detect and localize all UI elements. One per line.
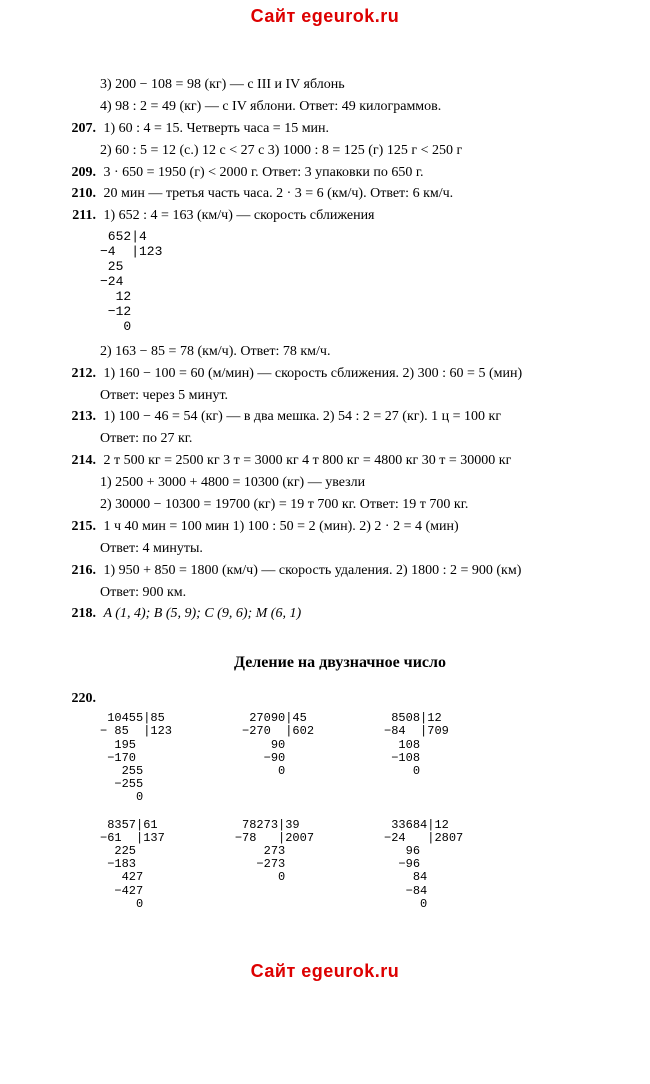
problem-211: 211. 1) 652 : 4 = 163 (км/ч) — скорость … [60,207,620,226]
problem-218: 218. A (1, 4); B (5, 9); C (9, 6); M (6,… [60,605,620,624]
watermark-bottom: Сайт egeurok.ru [0,955,650,988]
text-line: 2) 60 : 5 = 12 (с.) 12 с < 27 с 3) 1000 … [60,142,620,161]
problem-213: 213. 1) 100 − 46 = 54 (кг) — в два мешка… [60,408,620,427]
long-division: 78273|39 −78 |2007 273 −273 0 [235,819,314,911]
section-title: Деление на двузначное число [60,654,620,672]
text-line: Ответ: 900 км. [60,584,620,603]
long-division: 8508|12 −84 |709 108 −108 0 [384,712,449,804]
long-division: 27090|45 −270 |602 90 −90 0 [242,712,314,804]
text-line: 3 · 650 = 1950 (г) < 2000 г. Ответ: 3 уп… [104,165,424,180]
text-line: 20 мин — третья часть часа. 2 · 3 = 6 (к… [104,186,454,201]
text-line: A (1, 4); B (5, 9); C (9, 6); M (6, 1) [104,606,302,621]
text-line: Ответ: 4 минуты. [60,540,620,559]
problem-209: 209. 3 · 650 = 1950 (г) < 2000 г. Ответ:… [60,164,620,183]
text-line: 1 ч 40 мин = 100 мин 1) 100 : 50 = 2 (ми… [104,519,459,534]
problem-214: 214. 2 т 500 кг = 2500 кг 3 т = 3000 кг … [60,452,620,471]
problem-number: 215. [62,518,100,537]
problem-207: 207. 1) 60 : 4 = 15. Четверть часа = 15 … [60,120,620,139]
problem-number: 207. [62,120,100,139]
problem-number: 209. [62,164,100,183]
text-line: Ответ: по 27 кг. [60,430,620,449]
text-line: 1) 100 − 46 = 54 (кг) — в два мешка. 2) … [104,409,502,424]
problem-number: 220. [62,690,100,709]
watermark-top: Сайт egeurok.ru [0,0,650,33]
page-content: 3) 200 − 108 = 98 (кг) — с III и IV ябло… [0,33,650,955]
problem-212: 212. 1) 160 − 100 = 60 (м/мин) — скорост… [60,365,620,384]
problem-220: 220. [60,690,620,709]
text-line: 2 т 500 кг = 2500 кг 3 т = 3000 кг 4 т 8… [104,453,512,468]
text-line: 1) 160 − 100 = 60 (м/мин) — скорость сбл… [104,366,523,381]
long-division: 8357|61 −61 |137 225 −183 427 −427 0 [100,819,165,911]
problem-number: 214. [62,452,100,471]
text-line: Ответ: через 5 минут. [60,387,620,406]
problem-210: 210. 20 мин — третья часть часа. 2 · 3 =… [60,185,620,204]
problem-number: 216. [62,562,100,581]
problem-number: 218. [62,605,100,624]
text-line: 1) 652 : 4 = 163 (км/ч) — скорость сближ… [104,208,375,223]
problem-number: 211. [62,207,100,226]
long-division-row: 8357|61 −61 |137 225 −183 427 −427 0 782… [100,819,620,911]
long-division: 652|4 −4 |123 25 −24 12 −12 0 [100,230,620,335]
problem-number: 210. [62,185,100,204]
problem-number: 212. [62,365,100,384]
text-line: 1) 60 : 4 = 15. Четверть часа = 15 мин. [104,121,330,136]
text-line: 3) 200 − 108 = 98 (кг) — с III и IV ябло… [60,76,620,95]
text-line: 4) 98 : 2 = 49 (кг) — с IV яблони. Ответ… [60,98,620,117]
long-division: 33684|12 −24 |2807 96 −96 84 −84 0 [384,819,463,911]
text-line: 1) 2500 + 3000 + 4800 = 10300 (кг) — уве… [60,474,620,493]
problem-number: 213. [62,408,100,427]
long-division-row: 10455|85 − 85 |123 195 −170 255 −255 0 2… [100,712,620,804]
text-line: 1) 950 + 850 = 1800 (км/ч) — скорость уд… [104,563,522,578]
text-line: 2) 163 − 85 = 78 (км/ч). Ответ: 78 км/ч. [60,343,620,362]
text-line: 2) 30000 − 10300 = 19700 (кг) = 19 т 700… [60,496,620,515]
long-division: 10455|85 − 85 |123 195 −170 255 −255 0 [100,712,172,804]
problem-215: 215. 1 ч 40 мин = 100 мин 1) 100 : 50 = … [60,518,620,537]
problem-216: 216. 1) 950 + 850 = 1800 (км/ч) — скорос… [60,562,620,581]
